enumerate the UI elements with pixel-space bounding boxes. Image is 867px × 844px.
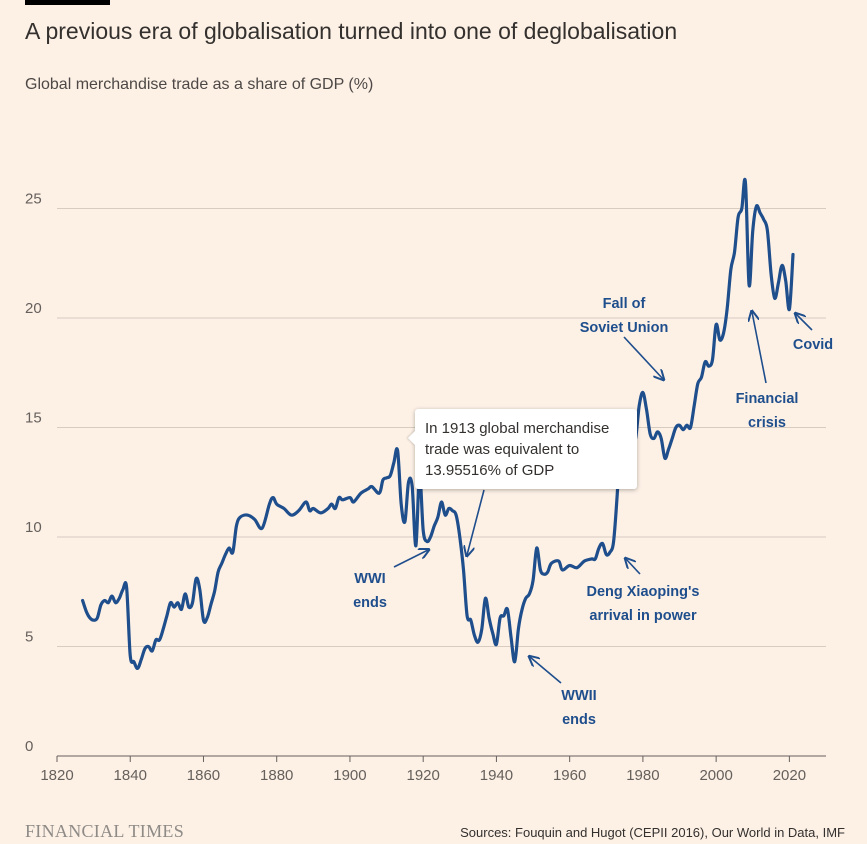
ft-top-bar	[25, 0, 110, 5]
x-tick-label: 1820	[40, 767, 73, 784]
x-tick-label: 1900	[333, 767, 366, 784]
annotation-arrow-covid	[796, 314, 813, 331]
series-line[interactable]	[81, 177, 795, 670]
annotation-wwii: WWII ends	[561, 688, 596, 728]
y-tick-label: 20	[25, 300, 42, 317]
annotation-deng-line: Deng Xiaoping's	[586, 584, 699, 600]
x-tick-label: 2000	[699, 767, 732, 784]
annotation-covid: Covid	[793, 337, 833, 353]
ft-logo: FINANCIAL TIMES	[25, 821, 185, 841]
annotation-financial: Financial crisis	[736, 391, 799, 431]
annotation-deng: Deng Xiaoping's arrival in power	[586, 584, 699, 624]
tooltip-1913: In 1913 global merchandise trade was equ…	[415, 409, 637, 489]
tooltip-pointer-arrow	[467, 489, 485, 555]
annotation-arrow-soviet	[623, 336, 663, 379]
y-tick-label: 15	[25, 410, 42, 427]
x-tick-label: 1980	[626, 767, 659, 784]
gridlines	[57, 208, 826, 647]
x-axis: 1820 1840 1860 1880 1900 1920 1940 1960 1980 2000…	[40, 755, 826, 784]
annotation-arrow-wwi	[393, 550, 428, 568]
tooltip-line-2: trade was equivalent to	[425, 441, 580, 458]
annotation-soviet-line: Fall of	[603, 296, 646, 312]
annotation-covid-line: Covid	[793, 337, 833, 353]
annotation-financial-line: Financial	[736, 391, 799, 407]
y-axis: 0 5 10 15 20 25	[25, 191, 42, 756]
annotation-financial-line: crisis	[748, 415, 786, 431]
annotation-labels: WWI ends WWII ends Fall of Soviet Union Deng X…	[353, 296, 833, 728]
x-tick-label: 1940	[480, 767, 513, 784]
x-tick-label: 1880	[260, 767, 293, 784]
annotation-soviet-line: Soviet Union	[580, 320, 669, 336]
y-tick-label: 10	[25, 519, 42, 536]
tooltip-line-3: 13.95516% of GDP	[425, 462, 555, 479]
chart-title: A previous era of globalisation turned i…	[25, 18, 678, 44]
annotation-arrow-wwii	[530, 657, 562, 684]
x-tick-label: 2020	[773, 767, 806, 784]
annotation-deng-line: arrival in power	[589, 608, 697, 624]
annotation-wwii-line: ends	[562, 712, 596, 728]
annotation-wwi-line: ends	[353, 595, 387, 611]
annotation-wwi: WWI ends	[353, 571, 387, 611]
annotation-wwii-line: WWII	[561, 688, 596, 704]
annotation-wwi-line: WWI	[354, 571, 385, 587]
tooltip-line-1: In 1913 global merchandise	[425, 420, 610, 437]
y-tick-label: 5	[25, 629, 33, 646]
x-tick-label: 1860	[187, 767, 220, 784]
annotation-arrows	[393, 312, 813, 684]
sources-note: Sources: Fouquin and Hugot (CEPII 2016),…	[460, 825, 845, 840]
chart-subtitle: Global merchandise trade as a share of G…	[25, 76, 374, 93]
annotation-arrow-deng	[626, 559, 641, 575]
annotation-soviet: Fall of Soviet Union	[580, 296, 669, 336]
x-tick-label: 1960	[553, 767, 586, 784]
annotation-arrow-financial	[752, 312, 767, 384]
x-tick-label: 1840	[114, 767, 147, 784]
y-tick-label: 0	[25, 738, 33, 755]
y-tick-label: 25	[25, 191, 42, 208]
x-tick-label: 1920	[407, 767, 440, 784]
